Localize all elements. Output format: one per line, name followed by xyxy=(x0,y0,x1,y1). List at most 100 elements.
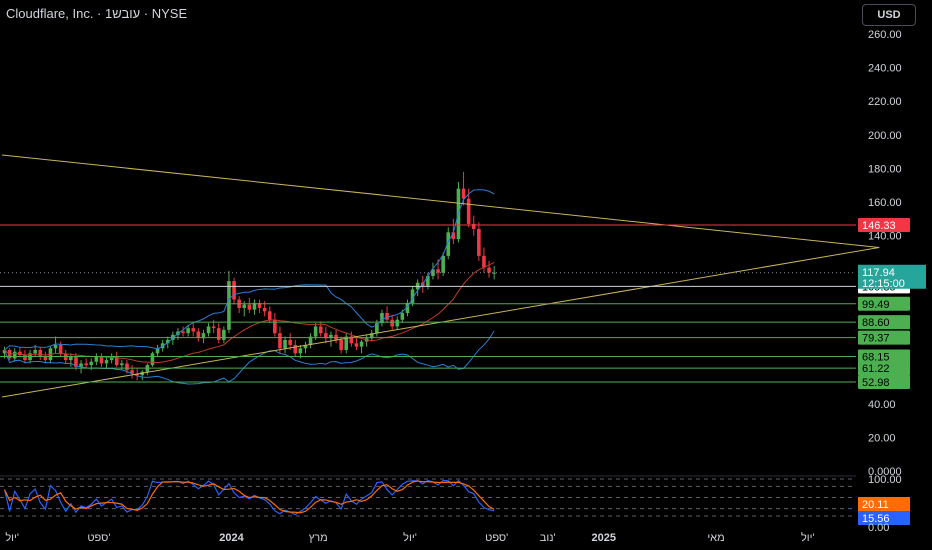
candle-body xyxy=(222,329,226,340)
candle-body xyxy=(303,344,308,349)
price-level-tag xyxy=(858,349,910,364)
candle-body xyxy=(114,356,119,366)
candle-body xyxy=(278,333,282,349)
time-axis-label: 2025 xyxy=(592,532,616,544)
price-tick-label: 260.00 xyxy=(868,29,902,41)
candle-body xyxy=(283,339,287,349)
currency-button[interactable]: USD xyxy=(862,4,916,26)
price-level-label: 88.60 xyxy=(862,317,890,329)
candle-body xyxy=(461,188,466,199)
candle-body xyxy=(125,363,129,371)
price-level-label: 79.37 xyxy=(862,333,890,345)
candle-body xyxy=(451,232,456,240)
current-price-value: 117.94 xyxy=(862,267,895,279)
candle-body xyxy=(471,223,476,229)
candle-body xyxy=(150,353,155,366)
candle-body xyxy=(313,326,318,337)
candle-body xyxy=(23,355,27,361)
price-level-tag xyxy=(858,330,910,345)
candle-body xyxy=(400,313,405,320)
candle-body xyxy=(242,304,247,308)
price-tick-label: 140.00 xyxy=(868,231,902,243)
candle-body xyxy=(426,276,430,287)
candle-body xyxy=(33,349,37,354)
price-tick-label: 220.00 xyxy=(868,96,902,108)
price-level-tag xyxy=(858,374,910,389)
price-tick-label: 240.00 xyxy=(868,63,902,75)
candle-body xyxy=(492,272,496,274)
candle-body xyxy=(405,302,410,314)
candle-body xyxy=(329,334,333,339)
price-tick-label: 20.00 xyxy=(868,432,896,444)
candle-body xyxy=(267,311,272,320)
time-axis-label: מאי xyxy=(707,532,724,544)
price-level-label: 68.15 xyxy=(862,351,890,363)
candle-body xyxy=(318,326,323,334)
candle-body xyxy=(354,343,359,347)
candle-body xyxy=(252,302,257,310)
price-level-tag xyxy=(858,315,910,330)
price-tick-label: 180.00 xyxy=(868,163,902,175)
oscillator-tick-label: 0.00 xyxy=(868,522,889,534)
candle-body xyxy=(482,255,486,268)
candle-body xyxy=(375,323,379,334)
bollinger-lower-line xyxy=(4,330,495,385)
candle-body xyxy=(2,349,7,354)
stochastic-d-value: 20.11 xyxy=(862,499,889,511)
candle-body xyxy=(344,336,349,350)
candle-body xyxy=(53,344,58,349)
current-price-tag xyxy=(858,264,926,289)
candle-body xyxy=(89,361,94,366)
price-level-tag xyxy=(858,361,910,376)
candle-body xyxy=(349,336,354,344)
candle-body xyxy=(257,302,262,308)
candle-body xyxy=(120,363,124,366)
price-level-label: 146.33 xyxy=(862,220,896,232)
candle-body xyxy=(201,333,206,339)
candle-body xyxy=(339,339,343,350)
candle-body xyxy=(288,339,292,345)
candle-body xyxy=(84,363,88,366)
candle-body xyxy=(436,269,440,273)
candle-body xyxy=(395,319,400,327)
candle-body xyxy=(359,341,364,347)
time-axis-label: יול' xyxy=(801,531,815,544)
candle-body xyxy=(324,333,328,339)
candle-body xyxy=(369,333,374,339)
price-level-tag xyxy=(858,296,910,311)
candle-body xyxy=(58,344,63,354)
time-axis-label: נוב' xyxy=(540,532,556,544)
trendline[interactable] xyxy=(1,154,880,248)
candle-body xyxy=(191,328,196,332)
candle-body xyxy=(104,360,109,364)
stochastic-d-tag xyxy=(858,497,910,511)
stochastic-k-line xyxy=(3,479,495,516)
candle-body xyxy=(206,326,211,334)
current-price-countdown: 12:15:00 xyxy=(862,278,905,290)
stochastic-k-tag xyxy=(858,511,910,525)
candle-body xyxy=(130,370,134,374)
candle-body xyxy=(380,313,384,324)
candle-body xyxy=(155,348,160,354)
candle-body xyxy=(385,313,389,320)
price-tick-label: 200.00 xyxy=(868,130,902,142)
bollinger-upper-line xyxy=(4,189,495,351)
candle-body xyxy=(446,232,451,256)
candle-body xyxy=(232,281,236,300)
candle-body xyxy=(109,356,114,361)
candle-body xyxy=(390,319,394,327)
candle-body xyxy=(38,349,43,357)
candle-body xyxy=(227,281,231,330)
candle-body xyxy=(216,328,221,340)
candle-body xyxy=(181,331,185,334)
candle-body xyxy=(477,228,481,256)
time-axis-label: 2024 xyxy=(219,532,244,544)
price-level-label: 61.22 xyxy=(862,363,890,375)
price-level-label: 99.49 xyxy=(862,299,890,311)
candle-body xyxy=(69,356,73,361)
candle-body xyxy=(74,356,78,367)
candle-body xyxy=(196,331,201,339)
candle-body xyxy=(43,356,48,361)
candle-body xyxy=(262,307,267,312)
